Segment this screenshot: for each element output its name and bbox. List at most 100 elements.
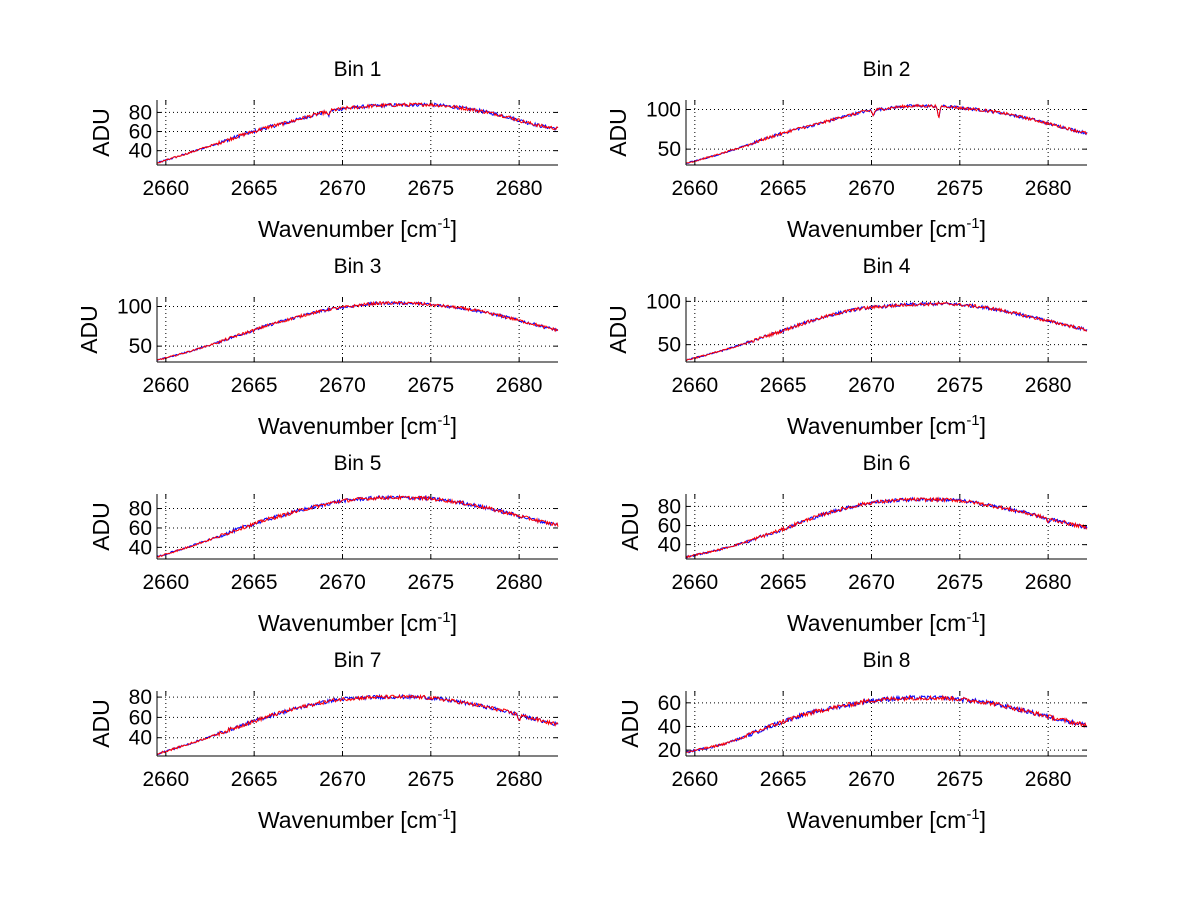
x-tick-label: 2675 [936,374,983,397]
x-tick-label: 2670 [319,374,366,397]
x-axis-label: Wavenumber [cm-1] [258,215,457,242]
y-tick-label: 50 [129,335,152,358]
x-tick-label: 2665 [760,571,807,594]
subplot-title: Bin 8 [863,649,911,672]
plot-area [686,691,1087,756]
y-tick-label: 50 [658,334,681,357]
x-tick-label: 2675 [936,768,983,791]
y-tick-label: 40 [129,536,152,559]
y-tick-label: 60 [129,517,152,540]
y-axis-label: ADU [76,305,102,354]
y-axis-label: ADU [88,502,114,551]
series-line-model [685,103,1088,164]
x-tick-label: 2665 [231,374,278,397]
series-line-model [685,301,1088,362]
y-axis-label: ADU [88,699,114,748]
y-tick-label: 40 [129,140,152,163]
x-tick-label: 2680 [1025,374,1072,397]
x-axis-label: Wavenumber [cm-1] [258,806,457,833]
series-line-model [685,694,1088,753]
x-axis-label: Wavenumber [cm-1] [258,609,457,636]
y-tick-label: 40 [129,727,152,750]
x-axis-label: Wavenumber [cm-1] [258,412,457,439]
x-tick-label: 2660 [142,374,189,397]
plot-area [686,100,1087,165]
series-line-model [685,496,1088,559]
y-axis-label: ADU [605,108,631,157]
x-axis-label: Wavenumber [cm-1] [787,806,986,833]
subplot-title: Bin 6 [863,452,911,475]
y-axis-label: ADU [617,502,643,551]
series-line-measured [685,104,1088,164]
x-tick-label: 2670 [319,177,366,200]
x-tick-label: 2660 [671,374,718,397]
y-tick-label: 100 [646,99,681,122]
subplot-title: Bin 2 [863,58,911,81]
y-tick-label: 60 [129,121,152,144]
subplot-title: Bin 1 [334,58,382,81]
y-tick-label: 100 [117,296,152,319]
x-tick-label: 2660 [142,768,189,791]
x-axis-label: Wavenumber [cm-1] [787,609,986,636]
x-tick-label: 2680 [496,177,543,200]
x-tick-label: 2670 [319,768,366,791]
y-tick-label: 80 [129,101,152,124]
x-tick-label: 2680 [1025,768,1072,791]
x-tick-label: 2675 [936,571,983,594]
x-tick-label: 2660 [142,177,189,200]
x-tick-label: 2665 [231,571,278,594]
x-tick-label: 2660 [671,177,718,200]
x-tick-label: 2680 [1025,177,1072,200]
x-tick-label: 2665 [760,177,807,200]
y-tick-label: 100 [646,290,681,313]
y-tick-label: 60 [658,692,681,715]
subplot-title: Bin 5 [334,452,382,475]
y-axis-label: ADU [605,305,631,354]
y-axis-label: ADU [617,699,643,748]
series-line-model [156,102,559,164]
x-tick-label: 2680 [1025,571,1072,594]
y-tick-label: 40 [658,534,681,557]
x-tick-label: 2670 [848,177,895,200]
y-tick-label: 20 [658,739,681,762]
subplot-title: Bin 7 [334,649,382,672]
y-tick-label: 60 [129,706,152,729]
x-tick-label: 2660 [671,571,718,594]
x-tick-label: 2675 [407,571,454,594]
y-tick-label: 50 [658,138,681,161]
x-tick-label: 2665 [760,768,807,791]
plot-area [157,297,558,362]
y-tick-label: 80 [129,686,152,709]
x-tick-label: 2670 [319,571,366,594]
y-axis-label: ADU [88,108,114,157]
x-tick-label: 2660 [671,768,718,791]
series-line-model [156,693,559,756]
x-tick-label: 2680 [496,768,543,791]
subplot-title: Bin 4 [863,255,911,278]
series-line-model [156,494,559,558]
subplot-bin-2: 2660 2665 2670 2675 2680 50 100 Bin 2 Wavenumber… [605,58,1088,242]
x-tick-label: 2670 [848,374,895,397]
x-tick-label: 2675 [407,374,454,397]
subplot-title: Bin 3 [334,255,382,278]
x-tick-label: 2675 [407,177,454,200]
x-axis-label: Wavenumber [cm-1] [787,412,986,439]
plot-area [686,494,1087,559]
x-tick-label: 2660 [142,571,189,594]
subplot-bin-3: 2660 2665 2670 2675 2680 50 100 Bin 3 Wavenumber… [76,255,559,439]
subplot-bin-4: 2660 2665 2670 2675 2680 50 100 Bin 4 Wavenumber… [605,255,1088,439]
x-tick-label: 2665 [231,177,278,200]
x-tick-label: 2670 [848,571,895,594]
plot-area [157,100,558,165]
y-tick-label: 40 [658,715,681,738]
y-tick-label: 60 [658,515,681,538]
x-tick-label: 2665 [760,374,807,397]
x-tick-label: 2680 [496,374,543,397]
x-tick-label: 2675 [407,768,454,791]
plot-area [157,691,558,756]
x-tick-label: 2680 [496,571,543,594]
